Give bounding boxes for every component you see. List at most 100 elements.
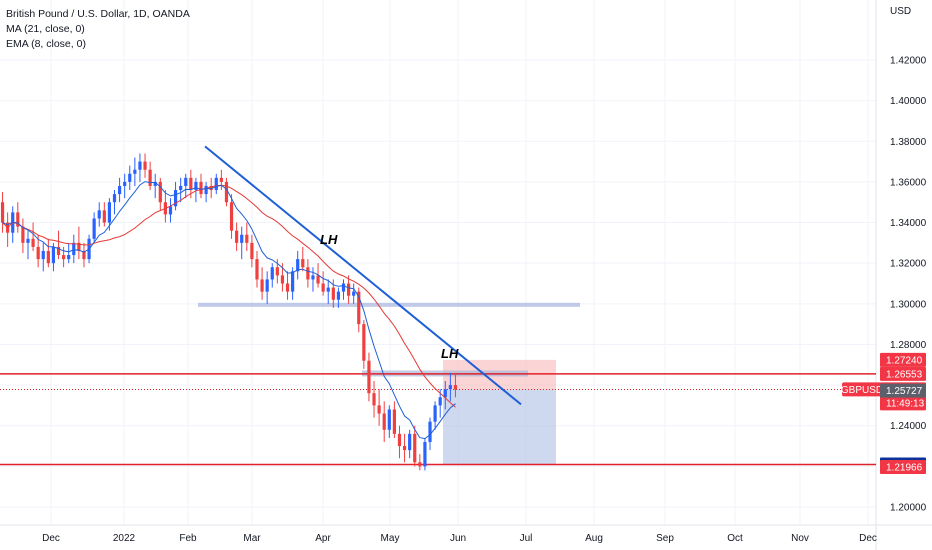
- candle-body: [72, 242, 76, 256]
- candle-body: [367, 360, 371, 394]
- candle-body: [179, 185, 183, 191]
- x-tick-label: 2022: [113, 533, 136, 544]
- candle-body: [336, 291, 341, 300]
- candle-body: [214, 177, 218, 191]
- candle-body: [296, 259, 300, 272]
- y-tick-label: 1.28000: [890, 340, 927, 351]
- y-tick-label: 1.30000: [890, 299, 927, 310]
- price-label-box: [880, 383, 926, 398]
- price-label-text: 1.26553: [886, 369, 923, 380]
- x-tick-label: Sep: [656, 533, 674, 544]
- candle-body: [97, 210, 101, 219]
- ema-8-line: [2, 181, 456, 440]
- candle-body: [51, 246, 56, 264]
- candle-body: [397, 433, 402, 447]
- candle-body: [56, 246, 61, 256]
- candle-body: [311, 275, 315, 280]
- candle-body: [443, 389, 447, 398]
- candle-body: [77, 242, 81, 251]
- candle-body: [173, 190, 178, 207]
- indicator-ema[interactable]: EMA (8, close, 0): [6, 38, 86, 50]
- candle-body: [123, 181, 127, 186]
- candle-body: [143, 161, 147, 170]
- currency-label: USD: [890, 6, 912, 17]
- candle-body: [352, 291, 356, 296]
- y-tick-label: 1.24000: [890, 421, 927, 432]
- candle-body: [362, 324, 366, 361]
- x-tick-label: Nov: [791, 533, 809, 544]
- countdown-timer: 11:49:13: [886, 398, 925, 409]
- price-label-text: 1.27240: [886, 355, 923, 366]
- candle-body: [138, 161, 142, 170]
- candle-body: [387, 409, 391, 430]
- candle-body: [133, 169, 137, 174]
- candle-body: [250, 242, 254, 260]
- candle-body: [21, 226, 25, 243]
- candle-body: [392, 409, 396, 434]
- candle-body: [107, 202, 112, 223]
- y-tick-label: 1.36000: [890, 177, 927, 188]
- candle-body: [31, 238, 35, 247]
- x-tick-label: Oct: [727, 533, 743, 544]
- candle-body: [184, 177, 188, 186]
- candle-body: [382, 413, 386, 430]
- ma-21-line: [2, 184, 456, 408]
- price-label-box: [880, 352, 926, 367]
- candle-body: [158, 181, 162, 203]
- candle-body: [255, 259, 259, 280]
- y-tick-label: 1.38000: [890, 137, 927, 148]
- price-label-text: 1.25727: [886, 386, 923, 397]
- candle-body: [275, 267, 279, 276]
- candle-body: [153, 181, 157, 186]
- candle-body: [423, 441, 427, 467]
- x-tick-label: Apr: [315, 533, 331, 544]
- annotation-lh-2: LH: [441, 346, 459, 361]
- annotation-group: LH LH: [320, 232, 459, 361]
- candle-body: [112, 194, 117, 203]
- x-tick-label: Aug: [585, 533, 603, 544]
- take-profit-zone: [443, 389, 556, 465]
- candle-body: [377, 405, 381, 414]
- candle-body: [194, 181, 198, 191]
- y-tick-label: 1.34000: [890, 218, 927, 229]
- candle-body: [128, 173, 132, 182]
- support-zone: [198, 302, 580, 307]
- candle-body: [413, 433, 417, 463]
- price-label-box: [880, 460, 926, 475]
- price-label-box: [880, 366, 926, 381]
- x-tick-label: Jun: [450, 533, 466, 544]
- candle-body: [46, 250, 50, 264]
- x-tick-label: Dec: [859, 533, 877, 544]
- candle-body: [428, 421, 432, 442]
- candle-body: [260, 279, 264, 292]
- price-axis: 1.42000 1.40000 1.38000 1.36000 1.34000 1.320…: [890, 56, 927, 514]
- candle-body: [265, 279, 269, 292]
- candle-body: [321, 283, 325, 292]
- chart-title[interactable]: British Pound / U.S. Dollar, 1D, OANDA: [6, 8, 190, 20]
- candle-body: [280, 275, 285, 284]
- x-tick-label: Mar: [243, 533, 261, 544]
- candle-body: [204, 185, 208, 195]
- candle-body: [209, 185, 213, 191]
- candlestick-series: [0, 153, 458, 471]
- y-tick-label: 1.20000: [890, 503, 927, 514]
- candle-body: [16, 212, 20, 227]
- candle-body: [82, 250, 86, 260]
- time-axis: Dec 2022 Feb Mar Apr May Jun Jul Aug Sep Oct Nov Dec: [42, 533, 877, 544]
- y-tick-label: 1.32000: [890, 259, 927, 270]
- candle-body: [92, 218, 96, 239]
- candle-body: [199, 181, 203, 195]
- chart-legend: British Pound / U.S. Dollar, 1D, OANDA M…: [6, 7, 190, 52]
- y-tick-label: 1.42000: [890, 56, 927, 67]
- indicator-ma[interactable]: MA (21, close, 0): [6, 23, 85, 35]
- candle-body: [448, 385, 452, 390]
- candle-body: [438, 397, 442, 406]
- candle-body: [219, 177, 223, 182]
- candle-body: [341, 283, 346, 292]
- candle-body: [102, 210, 106, 223]
- candle-body: [36, 246, 40, 260]
- candle-body: [224, 181, 229, 203]
- candle-body: [148, 169, 152, 186]
- x-tick-label: May: [381, 533, 400, 544]
